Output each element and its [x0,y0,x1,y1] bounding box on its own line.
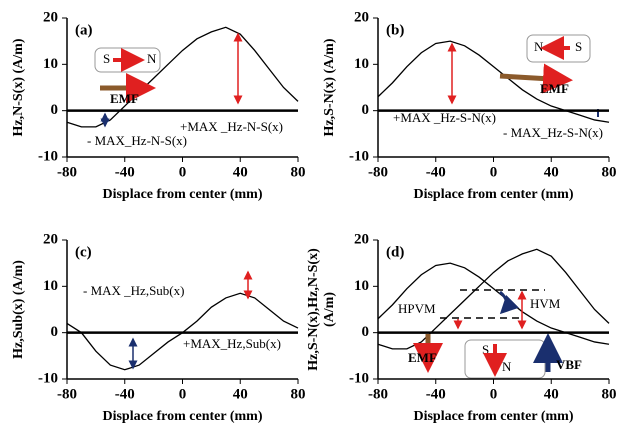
annotation: N [534,39,544,54]
y-tick-label: -10 [349,370,369,386]
x-tick-label: 80 [291,386,306,402]
x-tick-label: -40 [115,164,135,180]
panel-label: (d) [386,244,404,260]
y-tick-label: 10 [354,56,369,72]
arrow [499,63,573,94]
x-tick-label: 80 [602,386,617,402]
annotation: +MAX _Hz-N-S(x) [180,119,283,134]
x-tick-label: -80 [368,164,388,180]
y-tick-label: 0 [51,102,59,118]
x-tick-label: -40 [115,386,135,402]
y-tick-label: -10 [38,370,58,386]
y-tick-label: 20 [354,231,369,247]
y-tick-label: 20 [43,231,58,247]
x-tick-label: 0 [179,386,187,402]
annotation: +MAX _Hz-S-N(x) [393,110,496,125]
line-series [377,40,610,123]
y-tick-label: 0 [362,324,370,340]
x-axis-label: Displace from center (mm) [413,409,573,424]
y-axis-label: Hz,S-N(x) (A/m) [322,38,337,136]
x-axis-label: Displace from center (mm) [102,187,262,202]
annotation: EMF [540,81,569,96]
y-tick-label: -10 [349,148,369,164]
annotation: S [103,51,110,66]
annotation: - MAX _Hz,Sub(x) [83,283,184,298]
annotation: S [482,342,489,357]
y-tick-label: 10 [43,56,58,72]
x-tick-label: -80 [57,386,77,402]
annotation: - MAX_Hz-S-N(x) [503,125,603,140]
x-tick-label: 40 [233,164,248,180]
axes: -10 0 10 20 -80 -40 0 40 80 Displace from center … [322,9,616,202]
annotation: N [147,51,157,66]
panel-label: (a) [75,22,93,38]
x-tick-label: 40 [544,386,559,402]
axes: -10 0 10 20 -80 -40 0 40 80 Displace from center … [306,231,616,424]
y-tick-label: 0 [362,102,370,118]
x-tick-label: -40 [426,164,446,180]
y-tick-label: 20 [354,9,369,25]
y-axis-label: Hz,N-S(x) (A/m) [11,38,26,136]
x-axis-label: Displace from center (mm) [413,187,573,202]
annotation: HVM [530,296,561,311]
x-tick-label: 80 [291,164,306,180]
x-tick-label: 0 [490,164,498,180]
annotation: EMF [110,91,139,106]
panel-c: - MAX _Hz,Sub(x) +MAX_Hz,Sub(x) -10 0 10 20… [11,231,305,424]
y-tick-label: 10 [43,278,58,294]
x-tick-label: 80 [602,164,617,180]
x-axis-label: Displace from center (mm) [102,409,262,424]
x-tick-label: -40 [426,386,446,402]
y-axis-label: (A/m) [322,292,337,327]
annotation: VBF [556,357,582,372]
y-axis-label: Hz,S-N(x),Hz,N-S(x) [306,248,321,371]
x-tick-label: -80 [57,164,77,180]
y-tick-label: 0 [51,324,59,340]
x-tick-label: 0 [490,386,498,402]
axes: -10 0 10 20 -80 -40 0 40 80 Displace from center … [11,9,305,202]
line-series [377,262,610,345]
panel-d: HPVM HVM S N EMF VBF -10 0 10 20 -80 -40 0 40 80… [306,231,616,424]
panel-label: (c) [75,244,92,260]
panel-b: N S EMF +MAX _Hz-S-N(x) - MAX_Hz-S-N(x) … [322,9,616,202]
y-tick-label: -10 [38,148,58,164]
annotation: EMF [408,350,437,365]
annotation: S [575,39,582,54]
line-series [66,26,299,128]
line-series [377,248,610,350]
axes: -10 0 10 20 -80 -40 0 40 80 Displace from center … [11,231,305,424]
annotation: HPVM [398,301,436,316]
y-tick-label: 10 [354,278,369,294]
annotation: +MAX_Hz,Sub(x) [183,336,281,351]
panel-a: S N EMF +MAX _Hz-N-S(x) - MAX_Hz-N-S(x) … [11,9,305,202]
x-tick-label: -80 [368,386,388,402]
x-tick-label: 0 [179,164,187,180]
y-tick-label: 20 [43,9,58,25]
x-tick-label: 40 [544,164,559,180]
x-tick-label: 40 [233,386,248,402]
arrow [498,290,519,315]
panel-label: (b) [386,22,404,38]
annotation: - MAX_Hz-N-S(x) [87,133,187,148]
annotation: N [502,359,512,374]
y-axis-label: Hz,Sub(x) (A/m) [11,260,26,359]
